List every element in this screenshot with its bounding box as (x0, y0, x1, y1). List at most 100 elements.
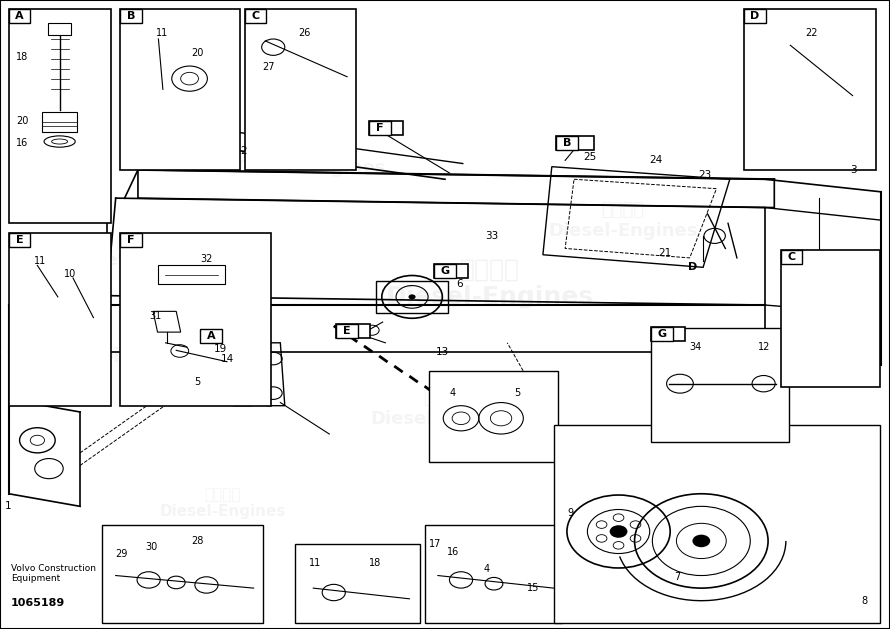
Text: 28: 28 (191, 536, 204, 546)
Text: 紫发动力
Diesel-Engines: 紫发动力 Diesel-Engines (587, 514, 748, 555)
Bar (9, 9, 111, 223)
Text: G: G (658, 329, 667, 339)
Text: G: G (441, 266, 449, 276)
Text: 18: 18 (369, 558, 382, 568)
Text: 4: 4 (449, 388, 456, 398)
Text: 11: 11 (156, 28, 168, 38)
Text: 27: 27 (263, 62, 275, 72)
Text: 34: 34 (689, 342, 701, 352)
Text: E: E (344, 326, 351, 336)
Text: 17: 17 (429, 539, 441, 549)
Bar (781, 250, 802, 264)
Text: 紫发动力
Diesel-Engines: 紫发动力 Diesel-Engines (237, 138, 386, 177)
Bar (651, 327, 685, 341)
Bar (434, 264, 468, 278)
Text: 1065189: 1065189 (11, 598, 65, 608)
Bar (369, 121, 403, 135)
Bar (200, 329, 234, 343)
Bar (200, 329, 222, 343)
Text: 26: 26 (298, 28, 311, 38)
Bar (744, 9, 765, 23)
Text: 18: 18 (16, 52, 28, 62)
Text: 6: 6 (457, 279, 463, 289)
Text: 21: 21 (659, 248, 672, 258)
Bar (556, 136, 594, 150)
Bar (336, 324, 370, 338)
Text: 33: 33 (485, 231, 498, 241)
Text: 9: 9 (567, 508, 573, 518)
Text: 12: 12 (758, 342, 771, 352)
Text: A: A (206, 331, 215, 341)
Text: 13: 13 (436, 347, 449, 357)
Text: 4: 4 (483, 564, 490, 574)
Text: 29: 29 (116, 548, 128, 559)
Text: B: B (562, 138, 571, 148)
Text: 20: 20 (16, 116, 28, 126)
Bar (120, 233, 142, 247)
Bar (9, 233, 30, 247)
Bar (9, 233, 111, 406)
Text: 22: 22 (805, 28, 818, 38)
Text: 紫发动力
Diesel-Engines: 紫发动力 Diesel-Engines (159, 487, 286, 520)
Bar (120, 233, 271, 406)
Circle shape (409, 294, 416, 299)
Text: 24: 24 (650, 155, 663, 165)
Text: D: D (750, 11, 759, 21)
Text: 10: 10 (64, 269, 77, 279)
Bar (744, 9, 876, 170)
Text: 1: 1 (4, 501, 11, 511)
Text: 2: 2 (240, 146, 247, 156)
Text: F: F (127, 235, 134, 245)
Text: 25: 25 (583, 152, 596, 162)
Text: 30: 30 (145, 542, 158, 552)
Bar (102, 525, 263, 623)
Text: 20: 20 (191, 48, 204, 58)
Text: Volvo Construction
Equipment: Volvo Construction Equipment (11, 564, 96, 583)
Bar (651, 327, 673, 341)
Text: 紫发动力
Diesel-Engines: 紫发动力 Diesel-Engines (370, 389, 520, 428)
Text: 5: 5 (514, 388, 521, 398)
Bar (9, 9, 30, 23)
Text: D: D (688, 262, 697, 272)
Text: 紫发动力
Diesel-Engines: 紫发动力 Diesel-Engines (70, 235, 197, 268)
Text: B: B (126, 11, 135, 21)
Text: 14: 14 (221, 353, 234, 364)
Bar (336, 324, 358, 338)
Text: 11: 11 (309, 558, 321, 568)
Text: 16: 16 (447, 547, 459, 557)
Text: 23: 23 (699, 170, 712, 180)
Text: 8: 8 (862, 596, 868, 606)
Text: 5: 5 (194, 377, 200, 387)
Text: A: A (15, 11, 24, 21)
Bar (554, 425, 880, 623)
Bar (245, 9, 266, 23)
Text: 11: 11 (34, 256, 46, 266)
Text: 紫发动力
Diesel-Engines: 紫发动力 Diesel-Engines (649, 330, 775, 362)
Text: 紫发动力
Diesel-Engines: 紫发动力 Diesel-Engines (385, 257, 594, 309)
Bar (158, 265, 225, 284)
Bar (429, 371, 558, 462)
Text: 16: 16 (16, 138, 28, 148)
Text: 19: 19 (214, 344, 227, 354)
Bar (425, 525, 562, 623)
Text: C: C (788, 252, 796, 262)
Circle shape (610, 525, 627, 538)
Bar (245, 9, 356, 170)
Bar (48, 23, 71, 35)
Text: C: C (252, 11, 260, 21)
Text: 32: 32 (200, 254, 213, 264)
Bar (369, 121, 391, 135)
Text: 3: 3 (850, 165, 856, 175)
Bar (556, 136, 578, 150)
Bar (120, 9, 142, 23)
Text: 紫发动力
Diesel-Engines: 紫发动力 Diesel-Engines (548, 201, 698, 240)
Bar (120, 9, 240, 170)
Bar (295, 544, 420, 623)
Circle shape (692, 535, 710, 547)
Bar (434, 264, 456, 278)
Text: E: E (16, 235, 23, 245)
Text: 紫发动力
Diesel-Engines: 紫发动力 Diesel-Engines (97, 325, 259, 367)
Text: F: F (376, 123, 384, 133)
Bar (42, 112, 77, 132)
Bar (651, 328, 789, 442)
